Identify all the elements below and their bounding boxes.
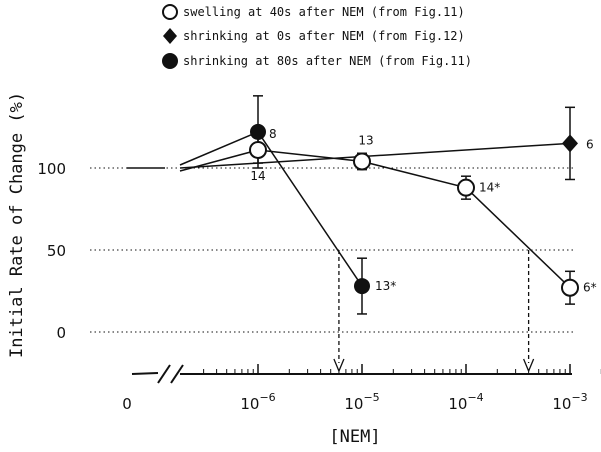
data-label: 6: [586, 137, 594, 151]
series-lines: [127, 130, 571, 289]
x-axis-title: [NEM]: [329, 427, 380, 447]
data-label: 8: [269, 127, 277, 141]
x-axis-ticks: 0 10−6 10−5 10−4 10−3: [122, 391, 587, 413]
filled-diamond-marker: [562, 134, 578, 153]
filled-circle-marker: [354, 278, 370, 295]
axis-break-mark: [157, 364, 171, 384]
x-tick-exponent: −4: [467, 391, 483, 404]
open-circle-marker: [561, 278, 579, 297]
data-label: 14*: [479, 181, 500, 195]
y-axis-ticks: 0 50 100: [37, 160, 66, 342]
x-tick-base: 10: [344, 395, 363, 413]
data-label: 13*: [375, 279, 396, 293]
grid: [90, 167, 575, 333]
x-tick-exponent: −6: [259, 391, 275, 404]
x-tick-exponent: −5: [363, 391, 379, 404]
filled-circle-marker: [250, 123, 266, 140]
x-tick-label: 10−3: [552, 391, 587, 413]
x-tick-exponent: −3: [571, 391, 587, 404]
x-tick-base: 10: [552, 395, 571, 413]
data-label: 14: [250, 169, 265, 183]
x-tick-base: 10: [448, 395, 467, 413]
series-line: [179, 142, 571, 169]
legend-label-shrinking-80s: shrinking at 80s after NEM (from Fig.11): [183, 54, 472, 68]
filled-circle-icon: [162, 53, 178, 69]
series-line: [179, 130, 363, 287]
x-tick-base: 10: [240, 395, 259, 413]
legend-item-swelling-40s: swelling at 40s after NEM (from Fig.11): [162, 4, 465, 20]
y-tick-label: 50: [47, 242, 66, 260]
point-labels: 14 13 14* 6* 6 8 13*: [250, 127, 596, 295]
x-axis: [131, 364, 601, 384]
error-bars: [253, 95, 575, 315]
open-circle-marker: [353, 152, 371, 171]
data-label: 6*: [583, 281, 597, 295]
x-tick-label: 10−5: [344, 391, 379, 413]
x-tick-label: 0: [122, 395, 132, 413]
x-tick-label: 10−4: [448, 391, 483, 413]
open-circle-marker: [249, 140, 267, 159]
data-markers: [249, 123, 579, 297]
x-tick-base: 0: [122, 395, 132, 413]
y-tick-label: 0: [56, 324, 66, 342]
y-tick-label: 100: [37, 160, 66, 178]
axis-segment-zero: [131, 372, 159, 375]
legend-item-shrinking-0s: shrinking at 0s after NEM (from Fig.12): [163, 28, 465, 44]
series-line: [179, 149, 571, 289]
y-axis-title: Initial Rate of Change (%): [7, 92, 27, 358]
legend: swelling at 40s after NEM (from Fig.11) …: [162, 4, 472, 69]
ic50-arrow-head: [523, 358, 535, 373]
legend-label-shrinking-0s: shrinking at 0s after NEM (from Fig.12): [183, 29, 465, 43]
x-tick-label: 10−6: [240, 391, 275, 413]
legend-item-shrinking-80s: shrinking at 80s after NEM (from Fig.11): [162, 53, 472, 69]
data-label: 13: [358, 133, 373, 147]
open-circle-marker: [457, 178, 475, 197]
ic50-arrows: [333, 250, 535, 373]
open-circle-icon: [162, 4, 178, 20]
ic50-arrow-head: [333, 358, 345, 373]
axis-break-mark: [170, 364, 184, 384]
legend-label-swelling-40s: swelling at 40s after NEM (from Fig.11): [183, 5, 465, 19]
filled-diamond-icon: [163, 28, 177, 44]
